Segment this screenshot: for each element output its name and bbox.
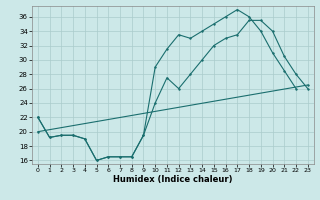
X-axis label: Humidex (Indice chaleur): Humidex (Indice chaleur) [113, 175, 233, 184]
